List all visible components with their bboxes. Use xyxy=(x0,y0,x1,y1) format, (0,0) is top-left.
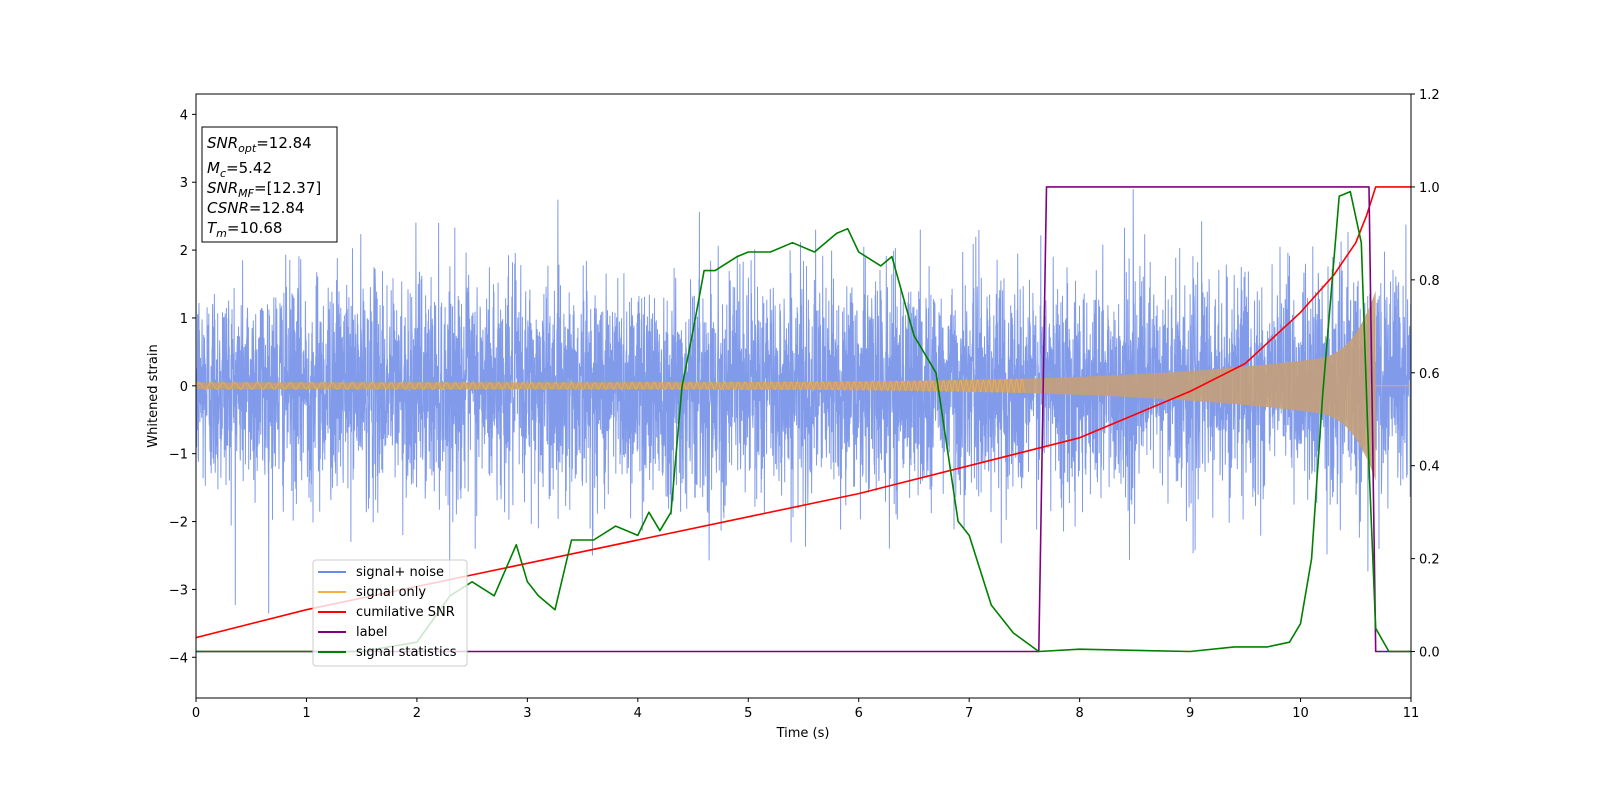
y-tick-label-right: 0.8 xyxy=(1419,274,1440,289)
series-label xyxy=(196,186,1411,653)
series-signal-statistics xyxy=(196,190,1411,653)
legend-frame xyxy=(312,559,468,667)
x-tick-label: 11 xyxy=(1403,706,1420,721)
y-tick-label-left: 2 xyxy=(180,244,188,259)
x-tick-label: 4 xyxy=(634,706,642,721)
annotation-tm: Tm=10.68 xyxy=(207,219,282,240)
x-tick-label: 9 xyxy=(1186,706,1194,721)
x-tick-label: 5 xyxy=(744,706,752,721)
annotation-frame xyxy=(201,126,338,243)
y-tick-label-right: 0.4 xyxy=(1419,460,1440,475)
legend-label-signal: signal only xyxy=(356,585,426,600)
x-tick-label: 7 xyxy=(965,706,973,721)
legend: signal+ noise signal only cumilative SNR… xyxy=(312,559,468,667)
y-tick-label-left: 0 xyxy=(180,380,188,395)
y-tick-label-right: 0.2 xyxy=(1419,553,1440,568)
annotation-snr-opt: SNRopt=12.84 xyxy=(207,134,312,155)
plot-frame xyxy=(195,93,1412,699)
y-tick-label-left: 1 xyxy=(180,312,188,327)
x-tick-label: 2 xyxy=(413,706,421,721)
y-tick-label-right: 0.0 xyxy=(1419,646,1440,661)
x-tick-label: 6 xyxy=(855,706,863,721)
annotation-snr-mf: SNRMF=[12.37] xyxy=(207,179,321,200)
y-tick-label-left: 3 xyxy=(180,176,188,191)
legend-label-stats: signal statistics xyxy=(356,645,457,660)
legend-label-noise: signal+ noise xyxy=(356,565,444,580)
y-tick-label-left: −2 xyxy=(169,516,188,531)
x-tick-label: 1 xyxy=(302,706,310,721)
annotation-box: SNRopt=12.84 Mc=5.42 SNRMF=[12.37] CSNR=… xyxy=(201,126,338,243)
y-tick-label-left: 4 xyxy=(180,108,188,123)
y-axis-label: Whitened strain xyxy=(146,344,161,447)
annotation-csnr: CSNR=12.84 xyxy=(207,199,304,217)
plot-area xyxy=(196,186,1411,653)
x-axis-label: Time (s) xyxy=(776,726,830,741)
y-tick-label-right: 1.2 xyxy=(1419,88,1440,103)
y-tick-label-right: 1.0 xyxy=(1419,181,1440,196)
series-signal-only xyxy=(196,378,1411,394)
y-tick-label-left: −3 xyxy=(169,583,188,598)
x-tick-label: 8 xyxy=(1075,706,1083,721)
x-tick-label: 0 xyxy=(192,706,200,721)
y-tick-label-right: 0.6 xyxy=(1419,367,1440,382)
axes: 0 1 2 3 4 5 6 7 8 9 10 11 −4 −3 −2 −1 0 1 2 3 4 0.0 0.2 0.4 0.6 0… xyxy=(169,88,1440,721)
x-tick-label: 10 xyxy=(1292,706,1309,721)
annotation-mc: Mc=5.42 xyxy=(207,159,272,180)
y-tick-label-left: −1 xyxy=(169,448,188,463)
y-tick-label-left: −4 xyxy=(169,651,188,666)
legend-label-label: label xyxy=(356,625,387,640)
legend-label-csnr: cumilative SNR xyxy=(356,605,455,620)
x-tick-label: 3 xyxy=(523,706,531,721)
